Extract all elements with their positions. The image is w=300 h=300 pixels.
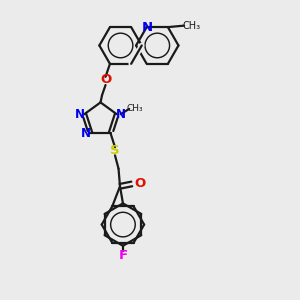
Text: N: N (81, 127, 92, 140)
Text: CH₃: CH₃ (127, 104, 143, 113)
Text: N: N (141, 21, 152, 34)
Text: O: O (134, 177, 146, 190)
Text: CH₃: CH₃ (183, 21, 201, 31)
Text: N: N (75, 108, 85, 121)
Text: N: N (116, 108, 126, 121)
Text: S: S (110, 144, 120, 157)
Text: F: F (118, 249, 127, 262)
Text: O: O (100, 73, 111, 85)
